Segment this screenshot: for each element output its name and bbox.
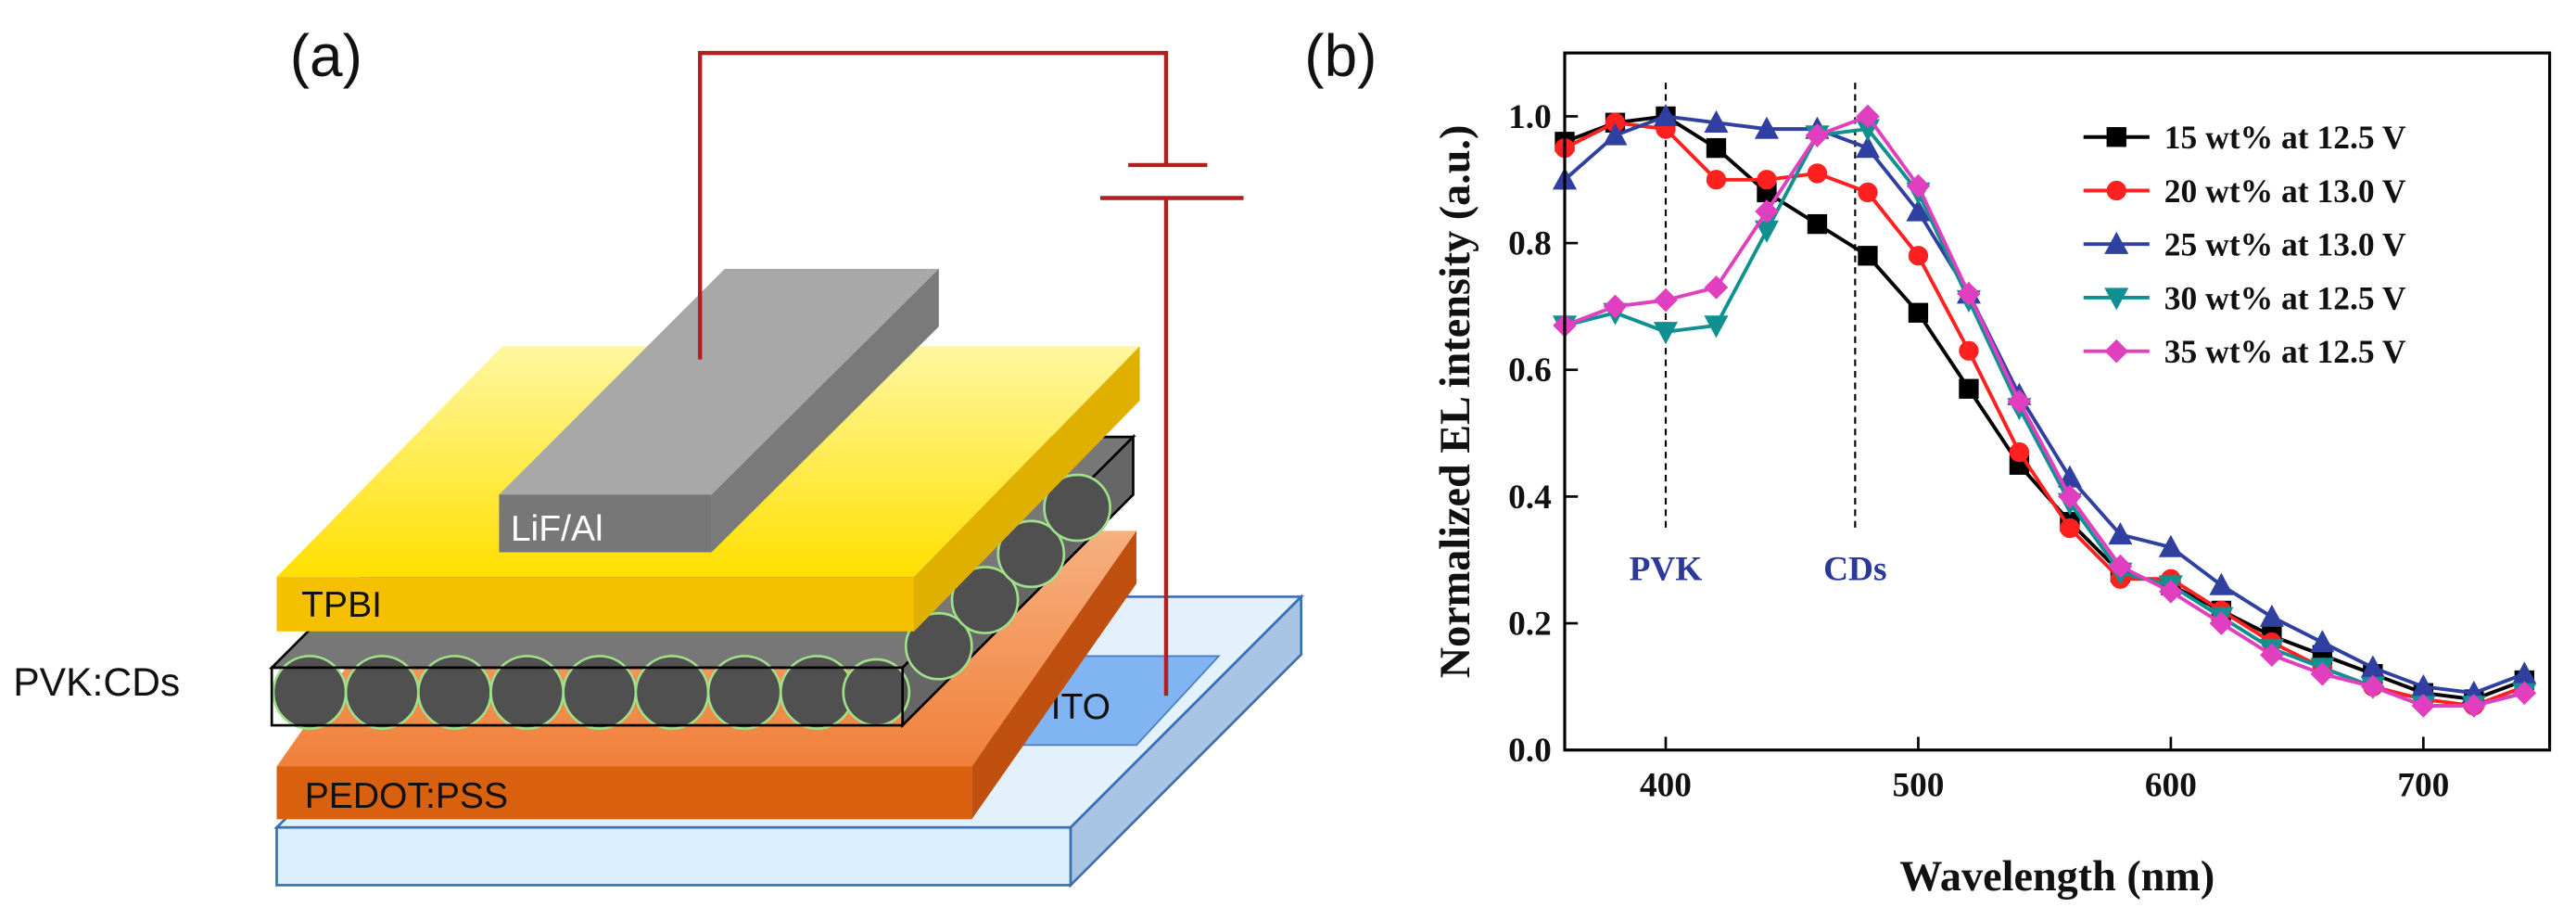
data-point (2411, 694, 2436, 718)
legend-label: 25 wt% at 13.0 V (2164, 226, 2406, 263)
tpbi-label: TPBI (301, 585, 382, 625)
pedot-front (276, 766, 972, 820)
pvk-front (270, 666, 905, 727)
series (1552, 104, 2537, 703)
y-tick-label: 0.2 (1508, 606, 1552, 644)
legend-marker (2104, 231, 2129, 254)
panel-label: (a) (290, 22, 362, 89)
pvk-label: PVK:CDs (13, 660, 180, 705)
data-point (2108, 521, 2133, 545)
data-point (2310, 630, 2335, 653)
data-point (2260, 643, 2284, 668)
electrode-front (499, 494, 712, 553)
data-point (2512, 681, 2537, 706)
panel-label: (b) (1304, 22, 1377, 89)
ito-label: ITO (1051, 687, 1110, 727)
x-tick-label: 500 (1892, 766, 1944, 804)
data-point (1706, 137, 1727, 159)
data-point (1754, 116, 1780, 139)
data-point (1959, 340, 1979, 361)
y-axis-label: Normalized EL intensity (a.u.) (1431, 125, 1478, 679)
data-point (1906, 173, 1931, 198)
tpbi-front (276, 577, 915, 632)
data-point (1858, 182, 1878, 203)
electrode-top (499, 268, 939, 495)
data-point (1704, 315, 1729, 339)
x-tick-label: 600 (2145, 766, 2197, 804)
legend-marker (2104, 339, 2129, 364)
data-point (1706, 170, 1727, 190)
data-point (1807, 213, 1828, 235)
annotation-label: PVK (1630, 551, 1703, 589)
pvk-dots (272, 473, 1111, 730)
wire (697, 50, 1169, 360)
data-point (1757, 170, 1777, 190)
x-tick-label: 400 (1640, 766, 1692, 804)
data-point (1908, 302, 1929, 323)
data-point (1653, 322, 1679, 345)
y-tick-label: 0.4 (1508, 479, 1552, 517)
data-point (2058, 484, 2082, 509)
annotation-label: CDs (1823, 551, 1886, 589)
legend-marker (2106, 180, 2126, 201)
series-line (1563, 114, 2526, 696)
data-point (1807, 163, 1828, 184)
data-point (2060, 518, 2080, 539)
data-point (2158, 534, 2183, 557)
data-point (2159, 580, 2183, 604)
data-point (1855, 135, 1880, 159)
data-point (2009, 441, 2030, 463)
data-point (2108, 554, 2133, 579)
data-point (1653, 104, 1679, 127)
data-point (2462, 694, 2486, 718)
data-point (1805, 123, 1830, 147)
data-point (1959, 378, 1979, 399)
data-point (1858, 246, 1878, 266)
electrode-label: LiF/Al (511, 509, 603, 549)
data-point (2310, 661, 2335, 686)
data-point (1603, 294, 1628, 319)
data-point (2209, 611, 2234, 635)
data-point (2209, 572, 2234, 595)
data-point (2361, 674, 2385, 699)
device-diagram: ITO PEDOT:PSS PVK:CDs TPBI LiF/Al (a) (13, 22, 1304, 888)
series-line (1564, 127, 2525, 708)
legend-label: 15 wt% at 12.5 V (2164, 119, 2406, 156)
y-tick-label: 0.8 (1508, 225, 1552, 263)
series (1553, 104, 2537, 718)
pedot-label: PEDOT:PSS (305, 776, 508, 816)
data-point (1908, 246, 1929, 266)
electrode-side (711, 268, 939, 553)
y-tick-label: 1.0 (1508, 98, 1552, 136)
data-point (1906, 198, 1931, 222)
legend-label: 30 wt% at 12.5 V (2164, 279, 2406, 316)
pedot-side (971, 530, 1137, 820)
legend-marker (2104, 288, 2129, 311)
legend-label: 20 wt% at 13.0 V (2164, 172, 2406, 210)
data-point (1755, 199, 1779, 224)
spectrum-chart: 0.0 0.2 0.4 0.6 0.8 1.0 400 500 600 700 Wavelength… (1431, 51, 2552, 900)
data-point (1654, 288, 1678, 313)
tpbi-side (914, 346, 1140, 632)
substrate-front (275, 825, 1072, 887)
legend-marker (2106, 127, 2126, 147)
series-line (1564, 121, 2526, 708)
data-point (1704, 109, 1729, 133)
data-point (1704, 275, 1729, 300)
y-tick-label: 0.6 (1508, 351, 1552, 390)
x-tick-label: 700 (2397, 766, 2449, 804)
plot-frame (1563, 51, 2552, 752)
legend-label: 35 wt% at 12.5 V (2164, 333, 2406, 370)
data-point (2259, 604, 2284, 627)
data-point (1603, 122, 1628, 146)
y-tick-label: 0.0 (1508, 732, 1552, 770)
data-point (1856, 104, 1880, 129)
x-axis-label: Wavelength (nm) (1899, 852, 2214, 900)
data-point (1957, 281, 1981, 306)
data-point (2007, 390, 2032, 414)
